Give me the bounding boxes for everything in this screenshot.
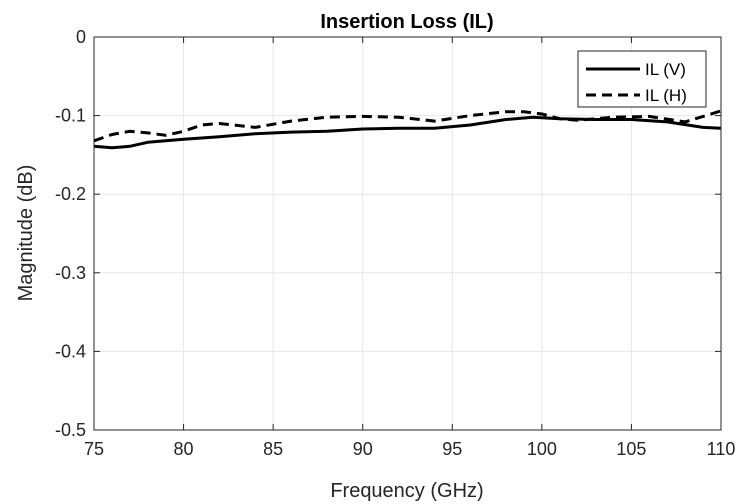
legend-label-iv: IL (V) bbox=[645, 60, 686, 79]
series-line-il-h bbox=[93, 109, 722, 143]
legend-label-ih: IL (H) bbox=[645, 86, 687, 105]
x-tick-label: 110 bbox=[707, 439, 736, 459]
tick-labels: 75 80 85 90 95 100 105 110 0 -0.1 -0.2 -0.3 -0.4 -0.5 bbox=[55, 27, 735, 459]
x-tick-label: 75 bbox=[84, 439, 104, 459]
legend-box bbox=[577, 50, 707, 108]
x-tick-label: 105 bbox=[616, 439, 646, 459]
x-axis-label: Frequency (GHz) bbox=[330, 480, 483, 502]
x-tick-label: 100 bbox=[527, 439, 557, 459]
plot-frame bbox=[93, 36, 722, 431]
series-line-il-v bbox=[93, 115, 722, 150]
x-tick-label: 85 bbox=[263, 439, 283, 459]
y-axis-label: Magnitude (dB) bbox=[15, 165, 37, 302]
chart-title: Insertion Loss (IL) bbox=[320, 11, 493, 33]
ticks bbox=[93, 36, 722, 431]
x-tick-label: 95 bbox=[442, 439, 462, 459]
legend: IL (V) IL (H) bbox=[577, 50, 707, 108]
x-tick-label: 80 bbox=[174, 439, 194, 459]
y-tick-label: -0.3 bbox=[55, 263, 86, 283]
y-tick-label: 0 bbox=[76, 27, 86, 47]
y-tick-label: -0.4 bbox=[55, 341, 86, 361]
y-tick-label: -0.2 bbox=[55, 184, 86, 204]
y-tick-label: -0.5 bbox=[55, 420, 86, 440]
x-tick-label: 90 bbox=[353, 439, 373, 459]
series-layer bbox=[93, 109, 722, 150]
y-tick-label: -0.1 bbox=[55, 106, 86, 126]
